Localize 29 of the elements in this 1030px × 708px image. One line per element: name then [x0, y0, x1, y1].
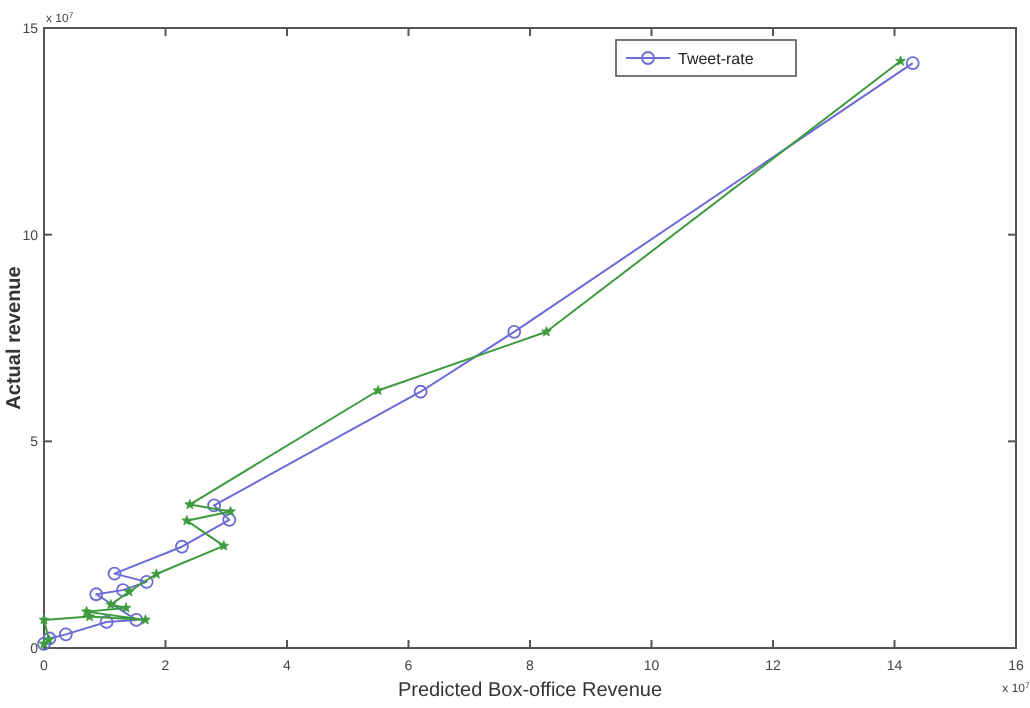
point	[105, 599, 117, 610]
x-axis-title: Predicted Box-office Revenue	[397, 680, 663, 702]
point	[107, 566, 122, 581]
point	[895, 55, 906, 66]
point	[222, 512, 237, 527]
point	[905, 56, 920, 71]
y-axis-title: Actual revenue	[4, 265, 26, 410]
point	[116, 583, 130, 598]
point	[541, 326, 552, 337]
point	[81, 606, 92, 617]
point	[151, 568, 162, 579]
point	[218, 540, 230, 551]
point	[120, 602, 132, 613]
point	[181, 515, 193, 526]
point	[58, 627, 73, 642]
point	[38, 614, 50, 625]
point	[89, 587, 104, 602]
point	[175, 539, 189, 554]
point	[507, 324, 522, 339]
point	[99, 615, 114, 629]
point	[207, 498, 221, 513]
point	[140, 614, 151, 625]
point	[184, 498, 196, 510]
point	[225, 506, 236, 517]
point	[413, 384, 428, 399]
legend-label: Tweet-rate	[678, 50, 755, 68]
point	[139, 574, 154, 589]
point	[129, 612, 144, 627]
point	[123, 586, 135, 597]
